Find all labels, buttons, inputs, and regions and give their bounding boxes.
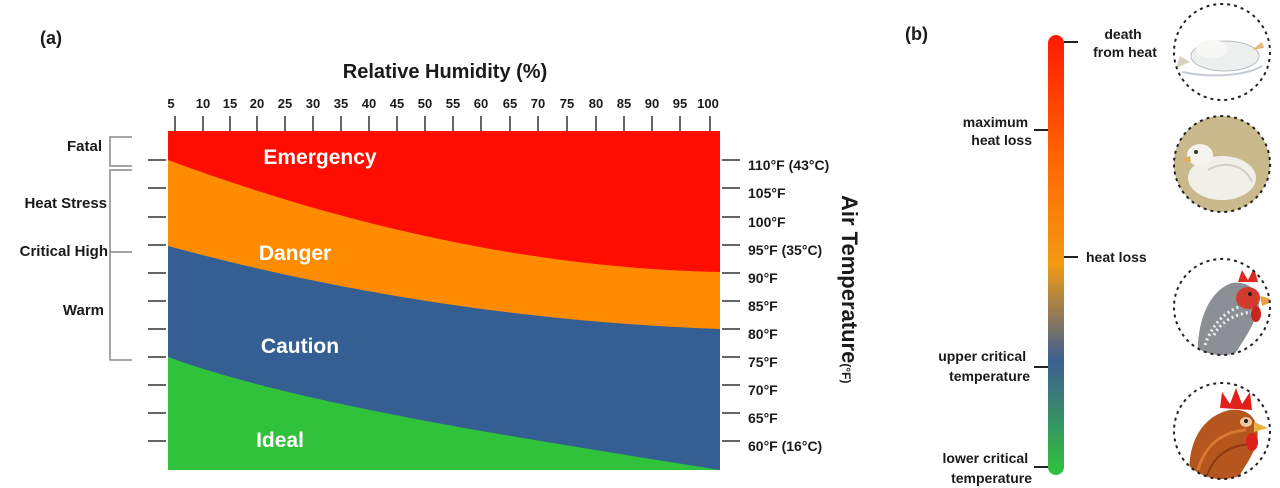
humidity-tick-label: 100: [697, 96, 719, 111]
humidity-tick-label: 60: [474, 96, 488, 111]
humidity-tick-label: 5: [167, 96, 174, 111]
category-brackets: [109, 136, 132, 361]
label-heat-loss: heat loss: [1086, 249, 1147, 265]
humidity-tick-label: 25: [278, 96, 292, 111]
humidity-tick-labels: 5 10 15 20 25 30 35 40 45 50 55 60 65 70…: [167, 96, 718, 111]
humidity-tick-label: 55: [446, 96, 460, 111]
temp-label: 105°F: [748, 185, 786, 201]
humidity-tick-label: 15: [223, 96, 237, 111]
humidity-tick-label: 70: [531, 96, 545, 111]
humidity-tick-label: 75: [560, 96, 574, 111]
panel-b: (b) death from heat maximum heat loss he…: [905, 3, 1271, 486]
panel-a: (a) Relative Humidity (%) 5 10 15 20 25 …: [20, 28, 862, 470]
humidity-tick-label: 30: [306, 96, 320, 111]
temp-label: 100°F: [748, 214, 786, 230]
panel-b-label: (b): [905, 24, 928, 44]
healthy-rooster-illustration: [1173, 382, 1271, 480]
humidity-tick-label: 10: [196, 96, 210, 111]
dead-chicken-illustration: [1173, 3, 1271, 101]
svg-text:Air Temperature(°F): Air Temperature(°F): [837, 195, 862, 383]
emergency-label: Emergency: [263, 146, 377, 169]
humidity-tick-label: 20: [250, 96, 264, 111]
label-upper-line1: upper critical: [938, 348, 1026, 364]
lying-chicken-illustration: [1173, 115, 1271, 213]
panting-chicken-illustration: [1173, 258, 1271, 356]
right-temp-ticks: [722, 159, 740, 442]
left-temp-ticks: [148, 159, 166, 442]
temperature-labels: 110°F (43°C) 105°F 100°F 95°F (35°C) 90°…: [748, 157, 829, 454]
humidity-tick-label: 90: [645, 96, 659, 111]
humidity-tick-label: 85: [617, 96, 631, 111]
label-upper-line2: temperature: [949, 368, 1030, 384]
temp-label: 95°F (35°C): [748, 242, 822, 258]
label-upper-critical: upper critical temperature: [938, 348, 1030, 384]
humidity-tick-label: 95: [673, 96, 687, 111]
temp-label: 70°F: [748, 382, 778, 398]
category-fatal: Fatal: [67, 138, 102, 155]
panel-a-label: (a): [40, 28, 62, 48]
humidity-tick-label: 50: [418, 96, 432, 111]
category-critical-high: Critical High: [20, 243, 108, 260]
danger-label: Danger: [259, 242, 331, 265]
heat-gradient-bar: [1048, 35, 1064, 475]
temp-label: 90°F: [748, 270, 778, 286]
humidity-tick-marks: [174, 116, 711, 131]
temp-label: 85°F: [748, 298, 778, 314]
humidity-tick-label: 35: [334, 96, 348, 111]
category-heat-stress: Heat Stress: [24, 195, 107, 212]
humidity-tick-label: 65: [503, 96, 517, 111]
air-temperature-title: Air Temperature(°F): [837, 195, 862, 383]
humidity-tick-label: 40: [362, 96, 376, 111]
temp-label: 65°F: [748, 410, 778, 426]
air-temperature-unit: (°F): [839, 363, 853, 383]
humidity-tick-label: 45: [390, 96, 404, 111]
temp-label: 60°F (16°C): [748, 438, 822, 454]
label-lower-line2: temperature: [951, 470, 1032, 486]
ideal-zone: [168, 357, 720, 470]
label-max-line2: heat loss: [971, 132, 1032, 148]
label-death-line1: death: [1104, 26, 1141, 42]
temp-label: 80°F: [748, 326, 778, 342]
scale-ticks: [1034, 41, 1078, 468]
humidity-tick-label: 80: [589, 96, 603, 111]
temp-label: 75°F: [748, 354, 778, 370]
caution-label: Caution: [261, 335, 339, 358]
air-temperature-text: Air Temperature: [837, 195, 862, 363]
label-death-line2: from heat: [1093, 44, 1157, 60]
temp-label: 110°F (43°C): [748, 157, 829, 173]
ideal-label: Ideal: [256, 429, 304, 452]
label-maximum-heat-loss: maximum heat loss: [963, 114, 1032, 148]
category-warm: Warm: [63, 302, 104, 319]
label-death-from-heat: death from heat: [1093, 26, 1157, 60]
label-max-line1: maximum: [963, 114, 1028, 130]
label-lower-critical: lower critical temperature: [943, 450, 1033, 486]
label-lower-line1: lower critical: [943, 450, 1029, 466]
humidity-axis-title: Relative Humidity (%): [343, 61, 547, 83]
